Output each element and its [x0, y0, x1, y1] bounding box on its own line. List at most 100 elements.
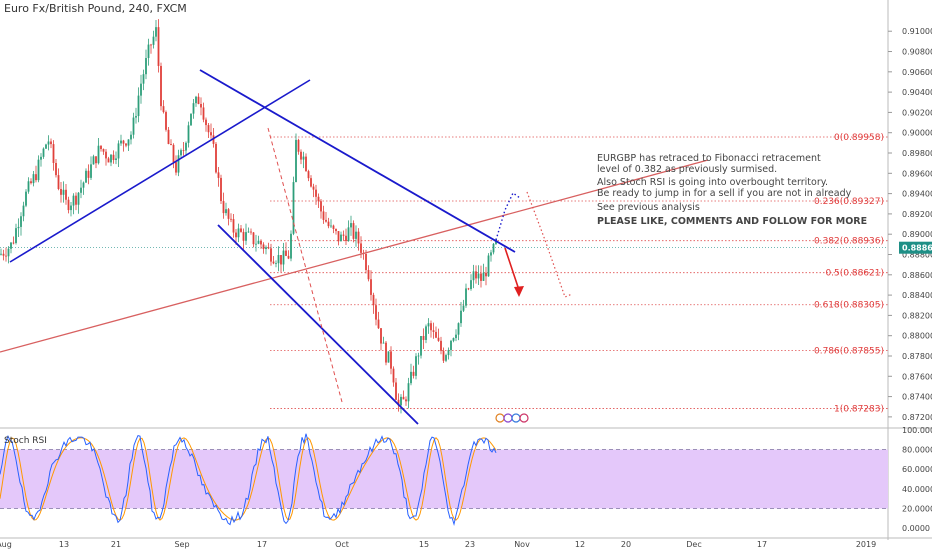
- blue-dotted-projection: [495, 191, 521, 241]
- candle-body: [22, 205, 25, 217]
- candle-body: [187, 125, 190, 143]
- candle-body: [145, 58, 147, 75]
- candle-body: [192, 103, 195, 114]
- rsi-tick-label: 0.0000: [902, 524, 930, 533]
- y-tick-label: 0.88400: [902, 291, 932, 300]
- fib-level-label: 0.786(0.87855): [814, 346, 884, 356]
- annotation-line-1: EURGBP has retraced to Fibonacci retrace…: [597, 153, 821, 164]
- x-tick-label: 21: [111, 540, 121, 549]
- y-tick-label: 0.89600: [902, 169, 932, 178]
- candle-body: [335, 228, 337, 232]
- candle-body: [232, 219, 235, 233]
- candle-body: [130, 134, 132, 140]
- rsi-tick-label: 20.0000: [902, 504, 932, 513]
- candle-body: [135, 116, 137, 118]
- candle-body: [117, 143, 120, 159]
- annotation-line-3: Also Stoch RSI is going into overbought …: [597, 177, 829, 188]
- candle-body: [227, 209, 230, 219]
- candle-body: [490, 252, 492, 256]
- candle-body: [492, 243, 495, 253]
- x-tick-label: Nov: [514, 540, 530, 549]
- y-tick-label: 0.89800: [902, 149, 932, 158]
- candle-body: [195, 96, 197, 104]
- stoch-rsi-panel: 100.0000 80.0000 60.0000 40.0000 20.0000 0.00…: [0, 426, 932, 533]
- candle-body: [105, 151, 107, 159]
- candle-body: [350, 223, 352, 228]
- candle-body: [225, 209, 227, 214]
- candle-body: [77, 192, 80, 205]
- candle-body: [262, 244, 265, 249]
- candle-body: [165, 112, 167, 130]
- candle-body: [250, 231, 252, 233]
- rsi-tick-label: 60.0000: [902, 465, 932, 474]
- x-tick-label: Aug: [0, 540, 12, 549]
- candle-body: [207, 125, 210, 133]
- candle-body: [215, 143, 217, 173]
- candle-body: [55, 162, 57, 176]
- candle-body: [185, 142, 187, 151]
- y-tick-label: 0.88000: [902, 332, 932, 341]
- candle-body: [382, 342, 385, 344]
- x-tick-label: 2019: [856, 540, 876, 549]
- event-badge: [519, 413, 529, 423]
- candle-body: [480, 273, 482, 281]
- fib-level-label: 0.618(0.88305): [814, 301, 884, 311]
- candle-body: [347, 227, 350, 242]
- candle-body: [297, 139, 300, 152]
- candle-body: [345, 235, 347, 242]
- candle-body: [485, 272, 487, 277]
- candle-body: [397, 399, 400, 406]
- candle-body: [102, 149, 105, 152]
- candle-body: [132, 117, 135, 135]
- candle-body: [17, 226, 20, 229]
- candle-body: [237, 228, 240, 238]
- candle-body: [167, 129, 170, 144]
- candle-body: [380, 328, 382, 344]
- candle-body: [372, 294, 375, 306]
- candle-body: [370, 279, 372, 295]
- candle-body: [367, 270, 370, 280]
- candle-body: [122, 140, 125, 144]
- y-tick-label: 0.88600: [902, 271, 932, 280]
- last-price-tag: [899, 241, 932, 254]
- annotation-line-4: Be ready to jump in for a sell if you ar…: [597, 188, 852, 199]
- candle-body: [100, 145, 102, 150]
- candle-body: [202, 107, 205, 120]
- annotation-line-6: PLEASE LIKE, COMMENTS AND FOLLOW FOR MOR…: [597, 216, 868, 227]
- candle-body: [230, 218, 232, 220]
- candles: [0, 19, 497, 414]
- candle-body: [355, 231, 357, 239]
- candle-body: [107, 158, 110, 163]
- candle-body: [325, 219, 327, 222]
- event-badge: [503, 413, 513, 423]
- candle-body: [270, 248, 272, 262]
- candle-body: [112, 154, 115, 160]
- event-badge: [511, 413, 521, 423]
- candle-body: [252, 232, 255, 245]
- y-tick-label: 0.89000: [902, 230, 932, 239]
- candle-body: [45, 144, 47, 149]
- fib-level-label: 0.382(0.88936): [814, 237, 884, 247]
- candle-body: [47, 141, 50, 145]
- candle-body: [445, 355, 447, 361]
- candle-body: [412, 371, 415, 376]
- candle-body: [312, 186, 315, 190]
- candle-body: [37, 159, 40, 181]
- candle-body: [162, 106, 165, 113]
- candle-body: [437, 337, 440, 341]
- x-tick-label: 12: [575, 540, 585, 549]
- sell-arrow-head: [514, 286, 524, 297]
- candle-body: [277, 255, 280, 264]
- candle-body: [5, 255, 7, 257]
- candle-body: [292, 182, 295, 234]
- candle-body: [415, 356, 417, 376]
- candle-body: [285, 250, 287, 256]
- candle-body: [482, 272, 485, 281]
- candle-body: [172, 144, 175, 163]
- candle-body: [137, 95, 140, 117]
- candle-body: [295, 139, 297, 183]
- red-dashed-projection: [267, 127, 343, 403]
- candle-body: [140, 83, 142, 96]
- candle-body: [190, 113, 192, 126]
